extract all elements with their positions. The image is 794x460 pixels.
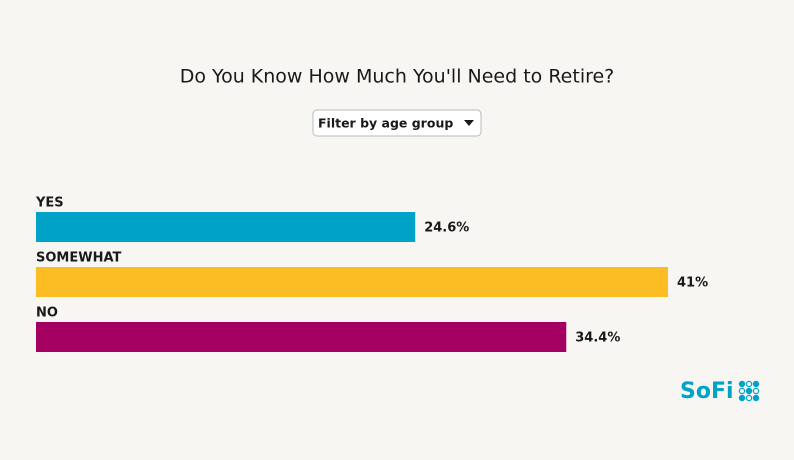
category-label: YES	[35, 196, 64, 211]
dropdown-arrow[interactable]	[464, 120, 474, 126]
logo-icon	[738, 380, 760, 402]
chart-title: Do You Know How Much You'll Need to Reti…	[180, 66, 615, 88]
dropdown-box[interactable]	[312, 109, 482, 137]
bar	[36, 267, 668, 297]
logo: SoFi	[680, 379, 760, 404]
logo-text: SoFi	[680, 379, 734, 404]
category-label: SOMEWHAT	[36, 251, 122, 266]
bar	[36, 322, 567, 352]
value-label: 24.6%	[424, 221, 469, 236]
filter-dropdown[interactable]: Filter by age group	[312, 109, 482, 137]
bar	[36, 212, 416, 242]
value-label: 34.4%	[575, 331, 620, 346]
value-label: 41%	[677, 276, 708, 291]
category-label: NO	[36, 306, 58, 321]
dropdown-label[interactable]: Filter by age group	[318, 116, 453, 131]
